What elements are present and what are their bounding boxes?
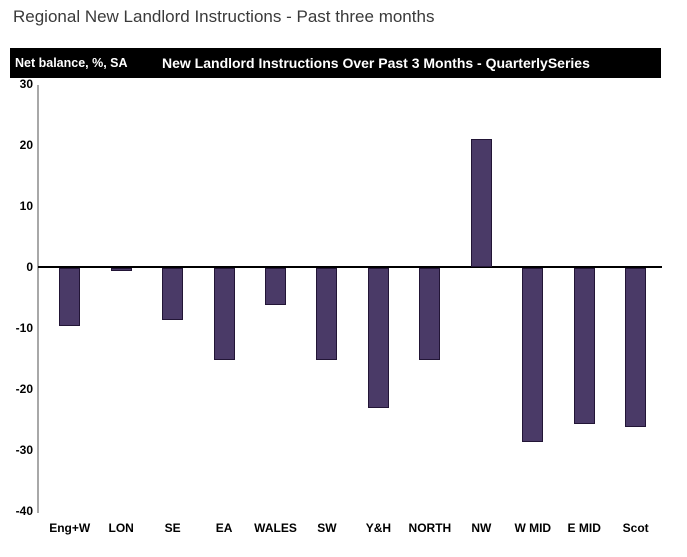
bar-w-mid [522, 268, 544, 442]
bar-sw [316, 268, 338, 360]
x-axis-label: NW [471, 521, 492, 535]
x-axis-label: W MID [514, 521, 552, 535]
y-tick-label: -10 [15, 321, 33, 335]
y-tick-label: -20 [15, 382, 33, 396]
bar-se [162, 268, 184, 320]
x-axis-label: LON [108, 521, 134, 535]
bar-lon [110, 268, 132, 272]
y-tick-label: 10 [19, 199, 33, 213]
y-tick-label: -30 [15, 443, 33, 457]
y-tick-label: 30 [19, 77, 33, 91]
x-axis-label: Eng+W [49, 521, 91, 535]
bar-north [419, 268, 441, 360]
x-axis-label: SW [317, 521, 337, 535]
x-axis-label: SE [164, 521, 181, 535]
chart-header-bar: Net balance, %, SA New Landlord Instruct… [10, 48, 661, 78]
series-title: New Landlord Instructions Over Past 3 Mo… [162, 55, 590, 71]
bar-e-mid [573, 268, 595, 424]
x-axis-label: Y&H [365, 521, 392, 535]
x-axis-label: WALES [254, 521, 297, 535]
x-axis-label: EA [215, 521, 233, 535]
bar-ea [213, 268, 235, 360]
x-axis-label: NORTH [408, 521, 452, 535]
plot-area: 30 20 10 0 -10 -20 -30 -40 Eng+W LON SE EA WALES SW Y&… [0, 77, 687, 557]
units-label: Net balance, %, SA [15, 56, 128, 70]
page-title: Regional New Landlord Instructions - Pas… [13, 7, 435, 26]
x-axis-label: E MID [567, 521, 601, 535]
bar-wales [265, 268, 287, 305]
x-axis-label: Scot [622, 521, 649, 535]
y-tick-label: 0 [26, 260, 33, 274]
bar-eng-w [59, 268, 81, 326]
zero-baseline [38, 266, 662, 268]
y-tick-label: -40 [15, 504, 33, 518]
bar-y-h [367, 268, 389, 409]
bar-scot [625, 268, 647, 427]
y-axis-line [37, 85, 39, 513]
bar-nw [470, 138, 492, 267]
y-tick-label: 20 [19, 138, 33, 152]
